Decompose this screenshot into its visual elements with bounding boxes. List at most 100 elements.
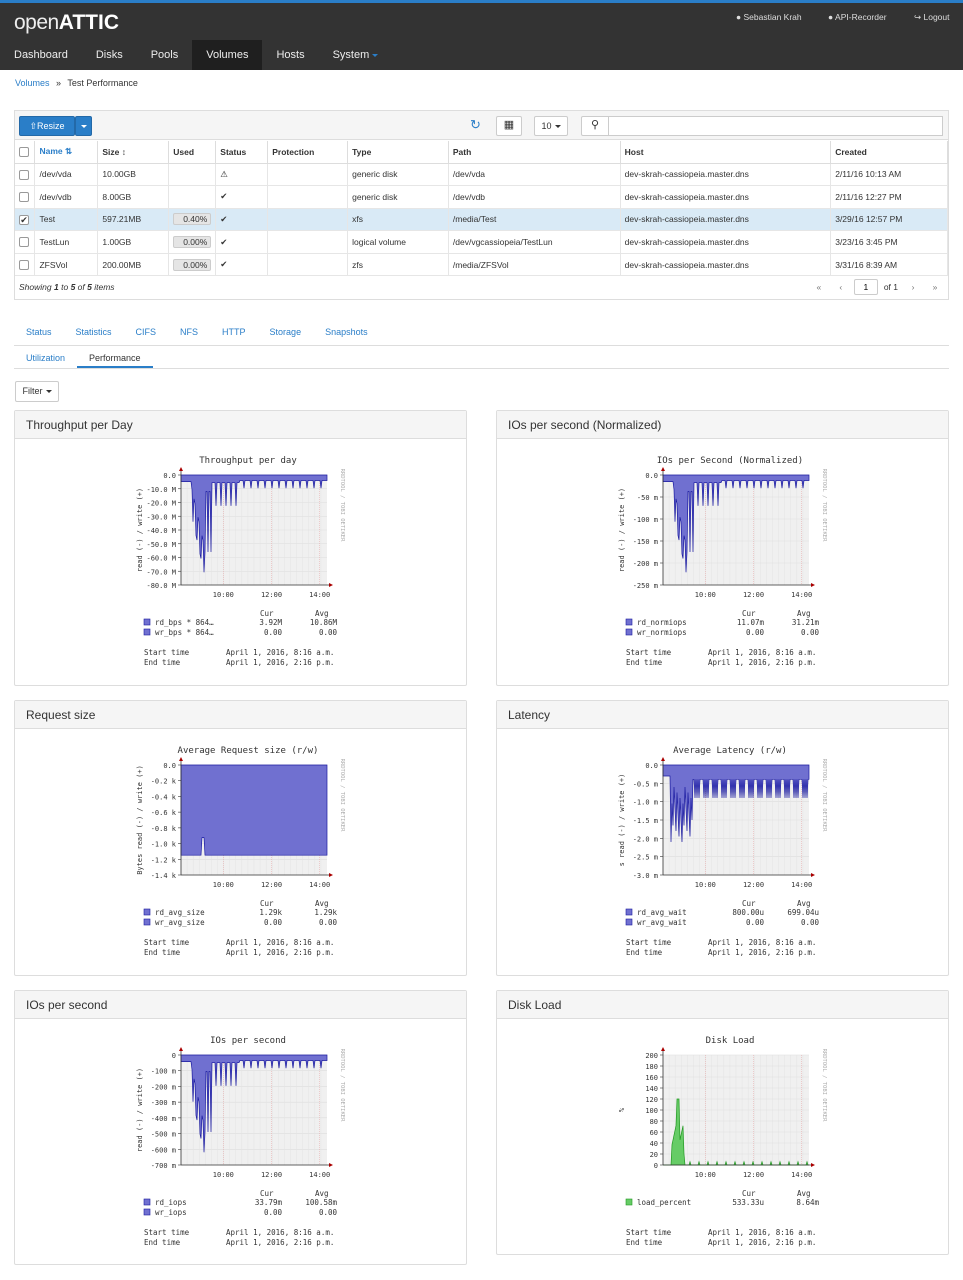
- nav-disks[interactable]: Disks: [82, 40, 137, 70]
- cell-text: zfs: [352, 259, 363, 270]
- resize-label: Resize: [37, 121, 65, 131]
- table-header: Name ⇅ Size ↕ Used Status Protection Type Path…: [15, 141, 948, 164]
- x-tick-label: 12:00: [261, 1171, 282, 1179]
- rrdtool-credit: RRDTOOL / TOBI OETIKER: [821, 1049, 827, 1123]
- nav-hosts[interactable]: Hosts: [262, 40, 318, 70]
- select-all-checkbox[interactable]: [19, 147, 29, 158]
- top-accent-bar: [0, 0, 963, 3]
- row-checkbox[interactable]: ✔: [19, 214, 29, 225]
- start-time-label: Start time: [626, 1228, 672, 1237]
- tab-storage[interactable]: Storage: [269, 327, 302, 337]
- column-header-label: Type: [352, 146, 372, 157]
- api-recorder-link[interactable]: ● API-Recorder: [828, 12, 887, 22]
- column-header-name[interactable]: Name ⇅: [34, 141, 99, 164]
- table-row[interactable]: ✔ Test 597.21MB 0.40% ✔ xfs/media/Test dev-skr…: [15, 208, 948, 232]
- legend-cur-value: 800.00u: [732, 908, 764, 917]
- prev-page-icon[interactable]: ‹: [839, 282, 843, 292]
- y-axis-label: read (-) / write (+): [136, 1068, 144, 1152]
- tab-performance[interactable]: Performance: [77, 352, 153, 368]
- cell-text: dev-skrah-cassiopeia.master.dns: [624, 191, 749, 202]
- legend-cur-header: Cur: [260, 899, 274, 908]
- cell-text: /dev/vgcassiopeia/TestLun: [452, 237, 553, 248]
- y-tick-label: -3.0 m: [633, 872, 658, 880]
- nav-dashboard[interactable]: Dashboard: [0, 40, 82, 70]
- tab-http[interactable]: HTTP: [222, 327, 246, 337]
- filter-button[interactable]: Filter: [15, 381, 59, 402]
- legend-series-name: rd_iops: [155, 1198, 187, 1207]
- chart-panel-title: Throughput per Day: [15, 411, 466, 439]
- nav-system[interactable]: System: [319, 40, 393, 70]
- page-number-input[interactable]: [853, 279, 878, 295]
- page-size-select[interactable]: 10: [534, 116, 568, 136]
- cell-text: ZFSVol: [39, 259, 68, 270]
- y-axis-label: read (-) / write (+): [618, 488, 626, 572]
- search-button[interactable]: ⚲: [581, 116, 609, 136]
- column-header-label: Status: [220, 146, 247, 157]
- first-page-icon[interactable]: «: [816, 282, 822, 292]
- y-tick-label: 0: [172, 1052, 176, 1060]
- resize-dropdown-toggle[interactable]: [75, 116, 92, 136]
- cell-created: 3/29/16 12:57 PM: [830, 208, 948, 232]
- app-logo[interactable]: openATTIC: [14, 11, 119, 34]
- tab-cifs[interactable]: CIFS: [135, 327, 157, 337]
- cell-text: generic disk: [352, 191, 398, 202]
- legend-cur-value: 0.00: [264, 628, 283, 637]
- tab-statistics[interactable]: Statistics: [75, 327, 112, 337]
- cell-used: 0.00%: [168, 230, 217, 254]
- last-page-icon[interactable]: »: [932, 282, 938, 292]
- column-header-size[interactable]: Size ↕: [97, 141, 170, 164]
- chart-panel: Throughput per Day 0.0 -10.0 M -20.0 M -30.0…: [14, 410, 467, 686]
- y-axis-arrow: [661, 1047, 665, 1051]
- cell-name: /dev/vda: [34, 163, 99, 187]
- chart-panel-title: Request size: [15, 701, 466, 729]
- cell-protection: [267, 208, 349, 232]
- x-tick-label: 14:00: [309, 1171, 330, 1179]
- x-tick-label: 12:00: [743, 881, 764, 889]
- cell-name: Test: [34, 208, 99, 232]
- row-checkbox[interactable]: [19, 260, 29, 271]
- legend-cur-header: Cur: [742, 609, 756, 618]
- y-axis-arrow: [179, 757, 183, 761]
- table-row[interactable]: /dev/vda 10.00GB ⚠ generic disk/dev/vda dev-…: [15, 163, 948, 187]
- breadcrumb-volumes[interactable]: Volumes: [15, 78, 50, 88]
- row-checkbox[interactable]: [19, 192, 29, 203]
- legend-series-name: wr_avg_wait: [637, 918, 687, 927]
- cell-path: /dev/vda: [448, 163, 621, 187]
- start-time-label: Start time: [144, 648, 190, 657]
- search-input[interactable]: [609, 116, 943, 136]
- cell-used: 0.00%: [168, 253, 217, 277]
- rrdtool-credit: RRDTOOL / TOBI OETIKER: [339, 759, 345, 833]
- cell-protection: [267, 230, 349, 254]
- cell-text: /dev/vdb: [39, 191, 72, 202]
- tab-utilization[interactable]: Utilization: [26, 353, 66, 363]
- nav-label: Hosts: [276, 49, 305, 61]
- tab-snapshots[interactable]: Snapshots: [325, 327, 368, 337]
- cell-name: ZFSVol: [34, 253, 99, 277]
- row-checkbox[interactable]: [19, 169, 29, 180]
- legend-avg-value: 1.29k: [314, 908, 337, 917]
- legend-cur-header: Cur: [260, 1189, 274, 1198]
- next-page-icon[interactable]: ›: [911, 282, 915, 292]
- row-checkbox-cell: [15, 163, 36, 187]
- refresh-icon[interactable]: ↻: [470, 117, 481, 132]
- nav-pools[interactable]: Pools: [137, 40, 193, 70]
- legend-cur-value: 533.33u: [732, 1198, 764, 1207]
- start-time-label: Start time: [626, 938, 672, 947]
- table-row[interactable]: TestLun 1.00GB 0.00% ✔ logical volume/dev/vg…: [15, 230, 948, 254]
- tab-status[interactable]: Status: [26, 327, 52, 337]
- user-menu[interactable]: ● Sebastian Krah: [736, 12, 802, 22]
- cell-path: /media/Test: [448, 208, 621, 232]
- table-row[interactable]: /dev/vdb 8.00GB ✔ generic disk/dev/vdb dev-s…: [15, 185, 948, 209]
- table-row[interactable]: ZFSVol 200.00MB 0.00% ✔ zfs/media/ZFSVol dev-…: [15, 253, 948, 277]
- tab-nfs[interactable]: NFS: [180, 327, 199, 337]
- y-tick-label: -100 m: [633, 516, 658, 524]
- row-checkbox[interactable]: [19, 237, 29, 248]
- y-tick-label: -700 m: [151, 1162, 176, 1170]
- logout-link[interactable]: ↪ Logout: [914, 12, 950, 23]
- cell-text: 3/31/16 8:39 AM: [835, 259, 898, 270]
- columns-toggle-button[interactable]: ▦: [496, 116, 522, 136]
- legend-series-name: wr_iops: [155, 1208, 187, 1217]
- y-tick-label: -0.8 k: [151, 825, 177, 833]
- nav-volumes[interactable]: Volumes: [192, 40, 263, 70]
- resize-button[interactable]: ⇧Resize: [19, 116, 75, 136]
